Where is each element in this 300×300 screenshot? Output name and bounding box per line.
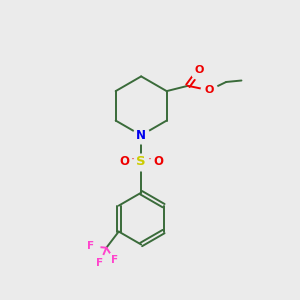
Text: N: N <box>136 129 146 142</box>
Text: O: O <box>204 85 214 95</box>
Text: S: S <box>136 155 146 168</box>
Text: O: O <box>153 155 163 168</box>
Text: O: O <box>194 65 204 76</box>
Text: O: O <box>119 155 129 168</box>
Text: F: F <box>96 258 103 268</box>
Text: F: F <box>88 241 94 251</box>
Text: F: F <box>111 255 118 265</box>
